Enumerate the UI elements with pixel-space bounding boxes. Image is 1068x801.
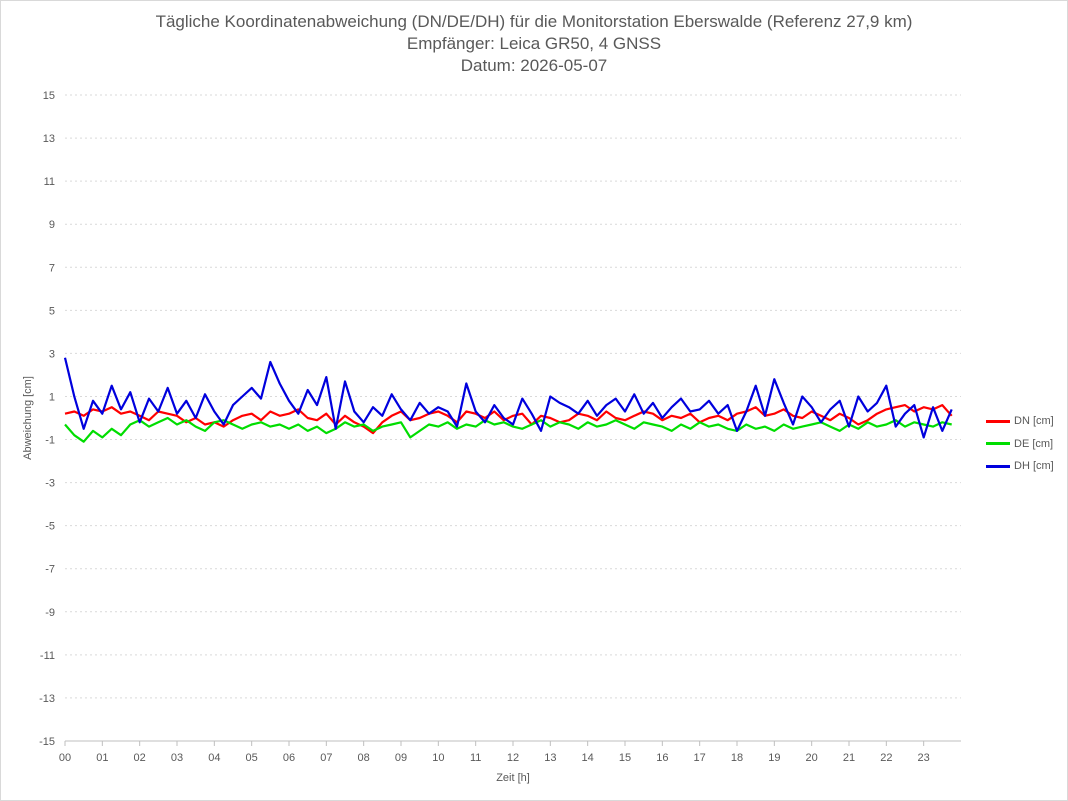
x-tick-label: 08 — [358, 752, 370, 764]
y-tick-label: -3 — [45, 478, 55, 490]
x-tick-label: 11 — [470, 752, 481, 764]
x-tick-label: 03 — [171, 752, 183, 764]
y-tick-label: 7 — [49, 262, 55, 274]
legend-label-dh: DH [cm] — [1014, 460, 1054, 473]
x-tick-label: 00 — [59, 752, 71, 764]
x-tick-label: 18 — [731, 752, 743, 764]
x-tick-label: 13 — [544, 752, 556, 764]
x-tick-label: 15 — [619, 752, 631, 764]
series-line-de — [64, 416, 952, 443]
x-tick-label: 19 — [768, 752, 780, 764]
legend-item-de: DE [cm] — [986, 433, 1054, 456]
y-tick-label: 5 — [49, 305, 55, 317]
series-line-dh — [63, 357, 953, 439]
legend-label-dn: DN [cm] — [1014, 415, 1054, 428]
x-tick-label: 10 — [432, 752, 444, 764]
legend-item-dh: DH [cm] — [986, 455, 1054, 478]
y-tick-label: 1 — [49, 391, 55, 403]
x-tick-label: 22 — [880, 752, 892, 764]
x-tick-label: 16 — [656, 752, 668, 764]
x-tick-label: 12 — [507, 752, 519, 764]
axes — [64, 740, 961, 746]
x-tick-label: 05 — [246, 752, 258, 764]
legend-swatch-de — [986, 442, 1010, 446]
x-tick-label: 23 — [918, 752, 930, 764]
y-tick-label: 11 — [44, 176, 55, 188]
x-tick-label: 02 — [134, 752, 146, 764]
y-tick-label: 15 — [43, 90, 55, 102]
y-tick-label: -13 — [39, 693, 55, 705]
x-tick-label: 21 — [843, 752, 855, 764]
y-tick-label: -1 — [45, 435, 55, 447]
y-tick-label: -11 — [40, 650, 55, 662]
chart-title-block: Tägliche Koordinatenabweichung (DN/DE/DH… — [1, 11, 1067, 77]
y-tick-label: -15 — [39, 736, 55, 748]
legend-swatch-dh — [986, 464, 1010, 468]
x-tick-labels: 00 01 02 03 04 05 06 07 08 09 10 11 12 13 14 15 16 17 18 19… — [59, 752, 930, 764]
chart-title: Tägliche Koordinatenabweichung (DN/DE/DH… — [155, 12, 913, 31]
y-tick-label: -5 — [45, 521, 55, 533]
legend-label-de: DE [cm] — [1014, 437, 1054, 450]
x-tick-label: 06 — [283, 752, 295, 764]
legend: DN [cm] DE [cm] DH [cm] — [986, 410, 1054, 478]
x-tick-label: 20 — [806, 752, 818, 764]
series-lines — [63, 357, 953, 443]
x-tick-label: 14 — [582, 752, 594, 764]
x-tick-label: 01 — [96, 752, 108, 764]
y-tick-label: 9 — [49, 219, 55, 231]
x-axis-title: Zeit [h] — [496, 772, 530, 784]
y-tick-label: 13 — [43, 133, 55, 145]
x-tick-label: 07 — [320, 752, 332, 764]
legend-item-dn: DN [cm] — [986, 410, 1054, 433]
y-tick-label: -7 — [45, 564, 55, 576]
chart-subtitle: Empfänger: Leica GR50, 4 GNSS — [406, 34, 662, 53]
y-axis-title: Abweichung [cm] — [22, 376, 34, 460]
y-tick-label: -9 — [45, 607, 55, 619]
legend-swatch-dn — [986, 419, 1010, 423]
chart-date: Datum: 2026-05-07 — [460, 56, 608, 75]
x-tick-label: 09 — [395, 752, 407, 764]
x-tick-label: 04 — [208, 752, 220, 764]
y-tick-label: 3 — [49, 348, 55, 360]
x-tick-label: 17 — [694, 752, 706, 764]
